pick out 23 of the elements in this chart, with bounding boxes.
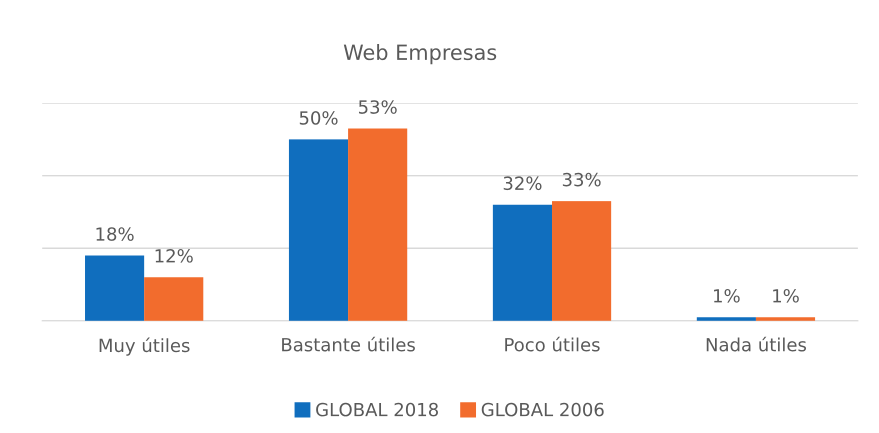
data-label: 1% <box>714 288 740 303</box>
data-label: 50% <box>300 111 338 125</box>
bar <box>492 204 552 321</box>
data-label: 1% <box>773 288 799 303</box>
bar <box>756 317 816 321</box>
bar <box>144 277 204 321</box>
x-tick-label: Nada útiles <box>706 336 806 352</box>
data-label: 33% <box>562 172 601 186</box>
data-label: 18% <box>96 227 134 241</box>
bar <box>348 128 408 321</box>
x-tick-label: Poco útiles <box>505 336 600 352</box>
data-label: 12% <box>156 249 193 263</box>
legend-label: GLOBAL 2018 <box>316 402 438 416</box>
bar <box>696 317 756 321</box>
bar <box>288 139 348 321</box>
bar <box>552 201 612 321</box>
chart-title: Web Empresas <box>344 44 496 64</box>
x-tick-label: Muy útiles <box>100 338 190 356</box>
data-label: 53% <box>358 100 397 114</box>
legend-label: GLOBAL 2006 <box>482 402 604 416</box>
bar <box>85 256 144 321</box>
x-tick-label: Bastante útiles <box>282 336 415 352</box>
data-label: 32% <box>504 176 542 190</box>
